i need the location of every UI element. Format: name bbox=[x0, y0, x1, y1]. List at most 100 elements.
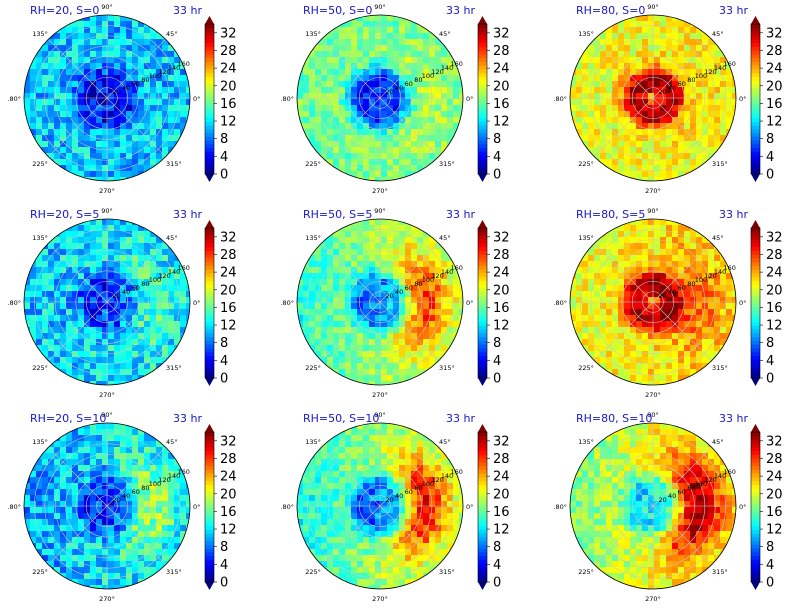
heatmap-cell bbox=[72, 153, 79, 160]
heatmap-cell bbox=[138, 57, 145, 64]
heatmap-cell bbox=[648, 33, 655, 40]
heatmap-cell bbox=[333, 315, 340, 322]
heatmap-cell bbox=[726, 75, 733, 82]
heatmap-cell bbox=[726, 345, 733, 352]
heatmap-cell bbox=[636, 93, 643, 100]
heatmap-cell bbox=[126, 375, 133, 382]
heatmap-cell bbox=[357, 93, 364, 100]
heatmap-cell bbox=[363, 243, 370, 250]
heatmap-cell bbox=[441, 141, 448, 148]
heatmap-cell bbox=[327, 309, 334, 316]
heatmap-cell bbox=[375, 39, 382, 46]
heatmap-cell bbox=[180, 255, 187, 262]
colorbar-segment bbox=[478, 73, 487, 77]
heatmap-cell bbox=[102, 219, 109, 226]
heatmap-cell bbox=[126, 165, 133, 172]
heatmap-cell bbox=[576, 99, 583, 106]
heatmap-cell bbox=[309, 147, 316, 154]
heatmap-cell bbox=[102, 243, 109, 250]
heatmap-cell bbox=[369, 51, 376, 58]
heatmap-cell bbox=[48, 543, 55, 550]
heatmap-cell bbox=[363, 27, 370, 34]
angular-tick-label: 180° bbox=[554, 299, 567, 307]
heatmap-cell bbox=[72, 255, 79, 262]
heatmap-cell bbox=[393, 303, 400, 310]
heatmap-cell bbox=[666, 117, 673, 124]
heatmap-cell bbox=[600, 51, 607, 58]
heatmap-cell bbox=[90, 573, 97, 580]
heatmap-cell bbox=[72, 507, 79, 514]
heatmap-cell bbox=[582, 297, 589, 304]
heatmap-cell bbox=[672, 69, 679, 76]
heatmap-cell bbox=[126, 273, 133, 280]
colorbar-segment bbox=[205, 254, 214, 258]
heatmap-cell bbox=[303, 87, 310, 94]
heatmap-cell bbox=[72, 561, 79, 568]
heatmap-cell bbox=[630, 63, 637, 70]
heatmap-cell bbox=[90, 171, 97, 178]
heatmap-cell bbox=[696, 237, 703, 244]
colorbar-segment bbox=[751, 155, 760, 159]
heatmap-cell bbox=[327, 273, 334, 280]
heatmap-cell bbox=[168, 345, 175, 352]
heatmap-cell bbox=[612, 39, 619, 46]
heatmap-cell bbox=[60, 171, 67, 178]
heatmap-cell bbox=[726, 309, 733, 316]
heatmap-cell bbox=[102, 483, 109, 490]
heatmap-cell bbox=[411, 261, 418, 268]
heatmap-cell bbox=[696, 171, 703, 178]
heatmap-cell bbox=[102, 465, 109, 472]
heatmap-cell bbox=[684, 357, 691, 364]
heatmap-cell bbox=[660, 345, 667, 352]
heatmap-cell bbox=[624, 225, 631, 232]
heatmap-cell bbox=[654, 225, 661, 232]
heatmap-cell bbox=[582, 309, 589, 316]
heatmap-cell bbox=[321, 339, 328, 346]
heatmap-cell bbox=[90, 471, 97, 478]
heatmap-cell bbox=[363, 255, 370, 262]
heatmap-cell bbox=[417, 99, 424, 106]
radial-tick-label: 20 bbox=[385, 292, 393, 300]
heatmap-cell bbox=[84, 297, 91, 304]
heatmap-cell bbox=[576, 303, 583, 310]
heatmap-cell bbox=[138, 369, 145, 376]
colorbar-segment bbox=[751, 118, 760, 122]
heatmap-cell bbox=[618, 381, 625, 388]
colorbar-segment bbox=[751, 107, 760, 111]
heatmap-cell bbox=[708, 309, 715, 316]
heatmap-cell bbox=[369, 129, 376, 136]
heatmap-cell bbox=[339, 255, 346, 262]
heatmap-cell bbox=[315, 285, 322, 292]
heatmap-cell bbox=[138, 297, 145, 304]
colorbar-segment bbox=[205, 144, 214, 148]
heatmap-cell bbox=[588, 273, 595, 280]
heatmap-cell bbox=[417, 243, 424, 250]
heatmap-cell bbox=[84, 339, 91, 346]
heatmap-cell bbox=[72, 111, 79, 118]
colorbar-segment bbox=[751, 47, 760, 51]
angular-tick-label: 315° bbox=[712, 364, 728, 372]
heatmap-cell bbox=[387, 171, 394, 178]
heatmap-cell bbox=[78, 465, 85, 472]
heatmap-cell bbox=[606, 285, 613, 292]
heatmap-cell bbox=[726, 291, 733, 298]
heatmap-cell bbox=[588, 69, 595, 76]
heatmap-cell bbox=[570, 129, 577, 136]
heatmap-cell bbox=[387, 39, 394, 46]
heatmap-cell bbox=[684, 99, 691, 106]
heatmap-cell bbox=[660, 81, 667, 88]
colorbar-segment bbox=[478, 292, 487, 296]
heatmap-cell bbox=[399, 309, 406, 316]
heatmap-cell bbox=[72, 285, 79, 292]
heatmap-cell bbox=[714, 123, 721, 130]
heatmap-cell bbox=[36, 255, 43, 262]
panel-title: RH=20, S=5 bbox=[30, 208, 99, 221]
heatmap-cell bbox=[66, 471, 73, 478]
angular-tick-label: 135° bbox=[32, 234, 48, 242]
heatmap-cell bbox=[576, 321, 583, 328]
heatmap-cell bbox=[60, 453, 67, 460]
heatmap-cell bbox=[612, 69, 619, 76]
heatmap-cell bbox=[423, 327, 430, 334]
heatmap-cell bbox=[357, 363, 364, 370]
heatmap-cell bbox=[138, 255, 145, 262]
